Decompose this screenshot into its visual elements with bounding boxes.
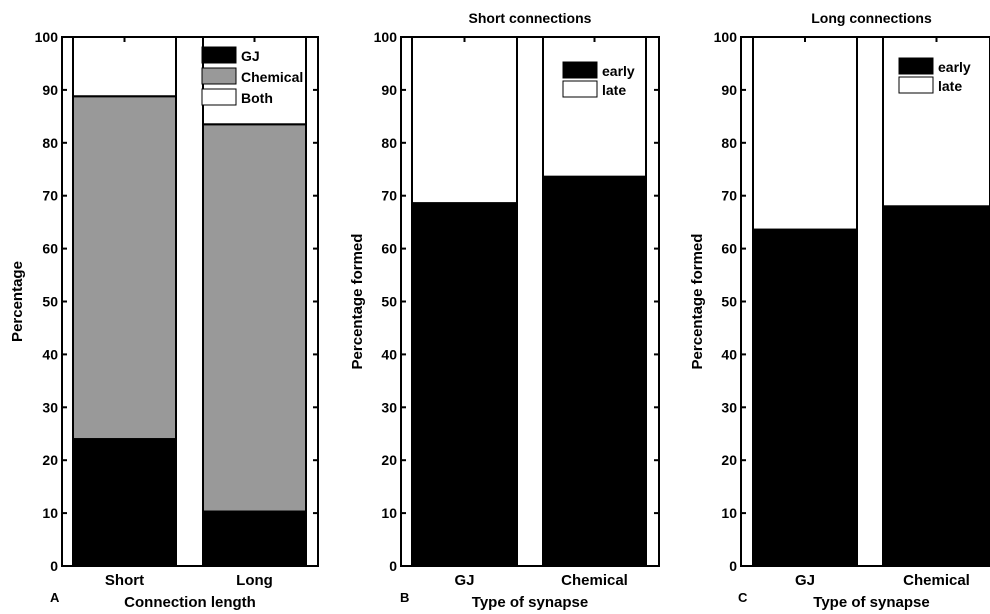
y-tick-label: 100 [35,29,59,45]
y-tick-label: 100 [714,29,738,45]
panel-letter: A [50,590,60,605]
y-tick-label: 70 [721,188,737,204]
legend-swatch-chemical [201,67,237,85]
y-tick-label: 40 [42,346,58,362]
chart-title: Short connections [469,10,592,26]
y-tick-label: 0 [729,558,737,574]
legend-swatch-both [201,88,237,106]
bar-late-gj [752,36,858,231]
y-tick-label: 50 [42,294,58,310]
legend-label: Both [241,90,273,106]
bar-chemical-short [72,95,177,441]
legend-label: late [938,78,962,94]
bar-gj-long [202,510,307,567]
bar-early-gj [411,202,518,568]
legend-swatch-early [898,57,934,75]
legend-swatch-late [562,80,598,98]
bar-gj-short [72,438,177,568]
y-tick-label: 0 [389,558,397,574]
y-axis-label: Percentage formed [349,234,366,370]
y-tick-label: 60 [721,241,737,257]
x-axis-label: Connection length [124,594,256,611]
y-tick-label: 20 [42,452,58,468]
y-tick-label: 70 [381,188,397,204]
y-axis-label: Percentage formed [689,234,706,370]
y-tick-label: 0 [50,558,58,574]
y-tick-label: 70 [42,188,58,204]
y-tick-label: 30 [42,399,58,415]
panel-letter: C [738,590,748,605]
x-axis-label: Type of synapse [813,594,929,611]
legend-swatch-early [562,61,598,79]
legend-swatch-late [898,76,934,94]
y-tick-label: 20 [381,452,397,468]
bar-early-chemical [882,205,990,567]
legend-label: Chemical [241,69,303,85]
panel-letter: B [400,590,409,605]
y-tick-label: 80 [381,135,397,151]
y-tick-label: 60 [381,241,397,257]
y-tick-label: 10 [721,505,737,521]
y-tick-label: 40 [721,346,737,362]
chart-title: Long connections [811,10,932,26]
legend-label: GJ [241,48,260,64]
y-tick-label: 90 [42,82,58,98]
y-tick-label: 90 [381,82,397,98]
y-tick-label: 80 [42,135,58,151]
y-tick-label: 40 [381,346,397,362]
x-tick-label: GJ [795,572,815,589]
x-tick-label: GJ [454,572,474,589]
legend-label: late [602,82,626,98]
x-axis-label: Type of synapse [472,594,588,611]
y-tick-label: 60 [42,241,58,257]
x-tick-label: Chemical [561,572,628,589]
y-tick-label: 10 [42,505,58,521]
y-tick-label: 50 [381,294,397,310]
bar-late-gj [411,36,518,205]
legend-label: early [938,59,971,75]
y-tick-label: 100 [374,29,398,45]
y-tick-label: 30 [381,399,397,415]
x-tick-label: Long [236,572,273,589]
x-tick-label: Short [105,572,144,589]
bar-early-gj [752,228,858,567]
bar-chemical-long [202,123,307,513]
y-tick-label: 50 [721,294,737,310]
legend-label: early [602,63,635,79]
y-axis-label: Percentage [9,261,26,342]
y-tick-label: 30 [721,399,737,415]
legend-swatch-gj [201,46,237,64]
y-tick-label: 10 [381,505,397,521]
x-tick-label: Chemical [903,572,970,589]
bar-late-chemical [542,36,647,178]
y-tick-label: 20 [721,452,737,468]
y-tick-label: 90 [721,82,737,98]
y-tick-label: 80 [721,135,737,151]
bar-both-short [72,36,177,98]
bar-early-chemical [542,175,647,567]
